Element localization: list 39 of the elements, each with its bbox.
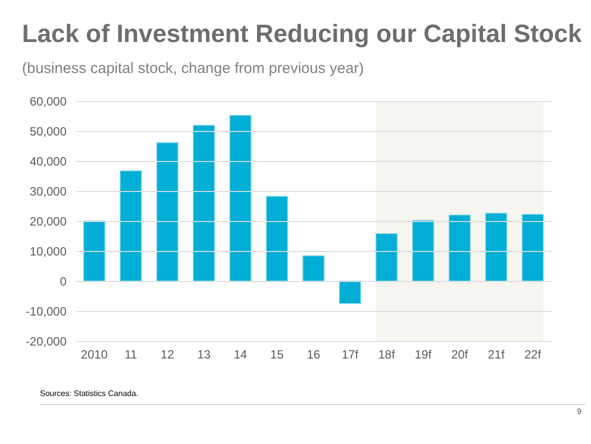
bar: [485, 212, 508, 282]
x-tick-label: 17f: [342, 348, 360, 362]
x-tick-label: 19f: [414, 348, 432, 362]
bar: [302, 255, 324, 282]
bar: [266, 196, 288, 282]
bar: [156, 142, 178, 282]
y-tick-label: 40,000: [30, 154, 67, 168]
bar: [522, 214, 544, 282]
bar: [192, 124, 215, 282]
x-tick-label: 21f: [488, 348, 506, 362]
x-tick-label: 12: [160, 348, 174, 362]
source-note: Sources: Statistics Canada.: [40, 389, 138, 398]
chart-title: Lack of Investment Reducing our Capital Stock: [22, 20, 582, 49]
x-tick-label: 22f: [524, 348, 542, 362]
bar: [120, 170, 142, 282]
x-tick-label: 16: [306, 348, 320, 362]
x-tick-label: 11: [124, 348, 138, 362]
y-tick-label: 30,000: [30, 184, 67, 198]
x-tick-label: 20f: [451, 348, 469, 362]
bar: [83, 220, 106, 282]
bar: [339, 280, 362, 304]
x-tick-label: 2010: [80, 348, 108, 362]
y-tick-label: 20,000: [30, 214, 67, 228]
y-tick-label: -10,000: [26, 304, 67, 318]
y-tick-label: 10,000: [30, 244, 67, 258]
y-tick-label: -20,000: [26, 334, 67, 348]
x-tick-label: 15: [270, 348, 284, 362]
bar: [229, 115, 252, 282]
bar: [376, 233, 398, 282]
bar: [412, 220, 434, 282]
y-tick-label: 0: [60, 274, 67, 288]
y-tick-label: 60,000: [30, 94, 67, 108]
chart-subtitle: (business capital stock, change from previous year): [22, 60, 364, 77]
y-tick-label: 50,000: [30, 124, 67, 138]
x-tick-label: 13: [197, 348, 211, 362]
text: 9: [577, 407, 582, 416]
x-tick-label: 18f: [378, 348, 396, 362]
bar: [448, 214, 471, 282]
x-tick-label: 14: [234, 348, 248, 362]
